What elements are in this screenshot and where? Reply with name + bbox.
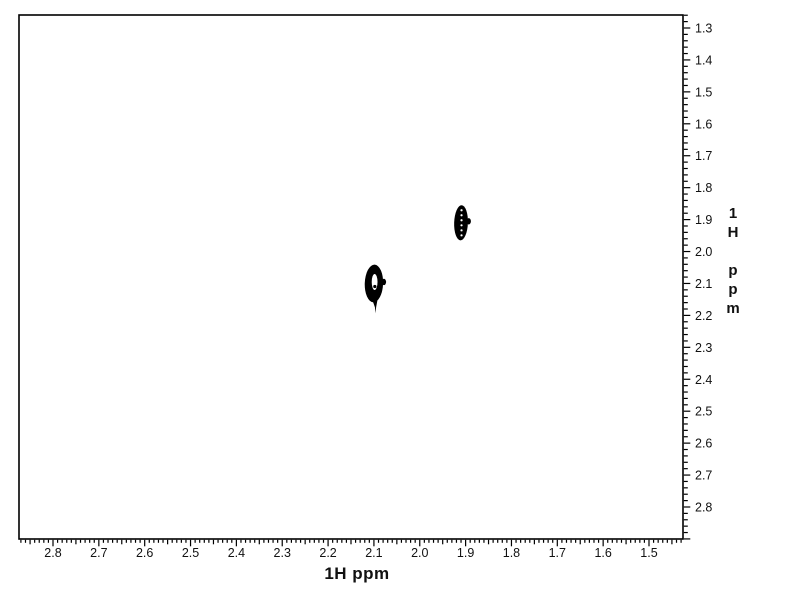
- peak-speckle: [460, 229, 463, 232]
- y-axis-tick-labels: 1.3 1.4 1.5 1.6 1.7 1.8 1.9 2.0 2.1 2.2 2.3 2.4 2.5 2…: [695, 22, 712, 515]
- y-tick-label: 2.7: [695, 469, 712, 483]
- y-tick-label: 1.5: [695, 85, 712, 99]
- y-tick-label: 2.5: [695, 405, 712, 419]
- x-tick-label: 1.6: [594, 546, 611, 560]
- nmr-peak-1.91: [454, 205, 471, 241]
- peak-center-dot: [373, 284, 377, 289]
- y-tick-label: 2.4: [695, 373, 712, 387]
- y-tick-label: 2.3: [695, 341, 712, 355]
- x-tick-label: 1.9: [457, 546, 474, 560]
- y-tick-label: 2.8: [695, 500, 712, 514]
- x-axis-title: 1H ppm: [324, 564, 390, 583]
- peak-contour-body: [454, 205, 468, 241]
- peak-speckle: [460, 219, 463, 222]
- x-tick-label: 2.7: [90, 546, 107, 560]
- x-tick-label: 2.6: [136, 546, 153, 560]
- peak-speckle: [460, 214, 463, 217]
- x-tick-label: 2.0: [411, 546, 428, 560]
- y-tick-label: 1.6: [695, 117, 712, 131]
- peak-contour-lobe: [466, 218, 471, 225]
- y-axis-title: 1 H p p m: [726, 205, 740, 317]
- y-tick-label: 2.2: [695, 309, 712, 323]
- y-axis-ticks: [683, 14, 691, 540]
- x-tick-label: 2.3: [274, 546, 291, 560]
- peak-speckle: [460, 234, 463, 237]
- x-axis-ticks: [20, 539, 682, 547]
- x-tick-label: 2.5: [182, 546, 199, 560]
- y-tick-label: 2.0: [695, 245, 712, 259]
- x-tick-label: 1.5: [640, 546, 657, 560]
- nmr-peak-2.10: [364, 264, 387, 314]
- x-tick-label: 1.7: [549, 546, 566, 560]
- plot-frame: [18, 14, 684, 540]
- x-tick-label: 2.4: [228, 546, 245, 560]
- x-tick-label: 1.8: [503, 546, 520, 560]
- x-axis-tick-labels: 2.8 2.7 2.6 2.5 2.4 2.3 2.2 2.1 2.0 1.9 1.8 1.7 1.6 1…: [44, 546, 657, 560]
- x-tick-label: 2.1: [365, 546, 382, 560]
- y-tick-label: 1.8: [695, 181, 712, 195]
- x-tick-label: 2.2: [319, 546, 336, 560]
- y-tick-label: 2.1: [695, 277, 712, 291]
- y-tick-label: 2.6: [695, 437, 712, 451]
- peak-contour-lobe: [381, 278, 387, 286]
- y-tick-label: 1.7: [695, 149, 712, 163]
- y-tick-label: 1.4: [695, 53, 712, 67]
- y-tick-label: 1.9: [695, 213, 712, 227]
- x-tick-label: 2.8: [44, 546, 61, 560]
- peak-tail: [372, 300, 378, 314]
- y-tick-label: 1.3: [695, 22, 712, 36]
- peak-speckle: [460, 224, 463, 227]
- peak-speckle: [460, 209, 463, 212]
- peaks-layer: [364, 205, 471, 314]
